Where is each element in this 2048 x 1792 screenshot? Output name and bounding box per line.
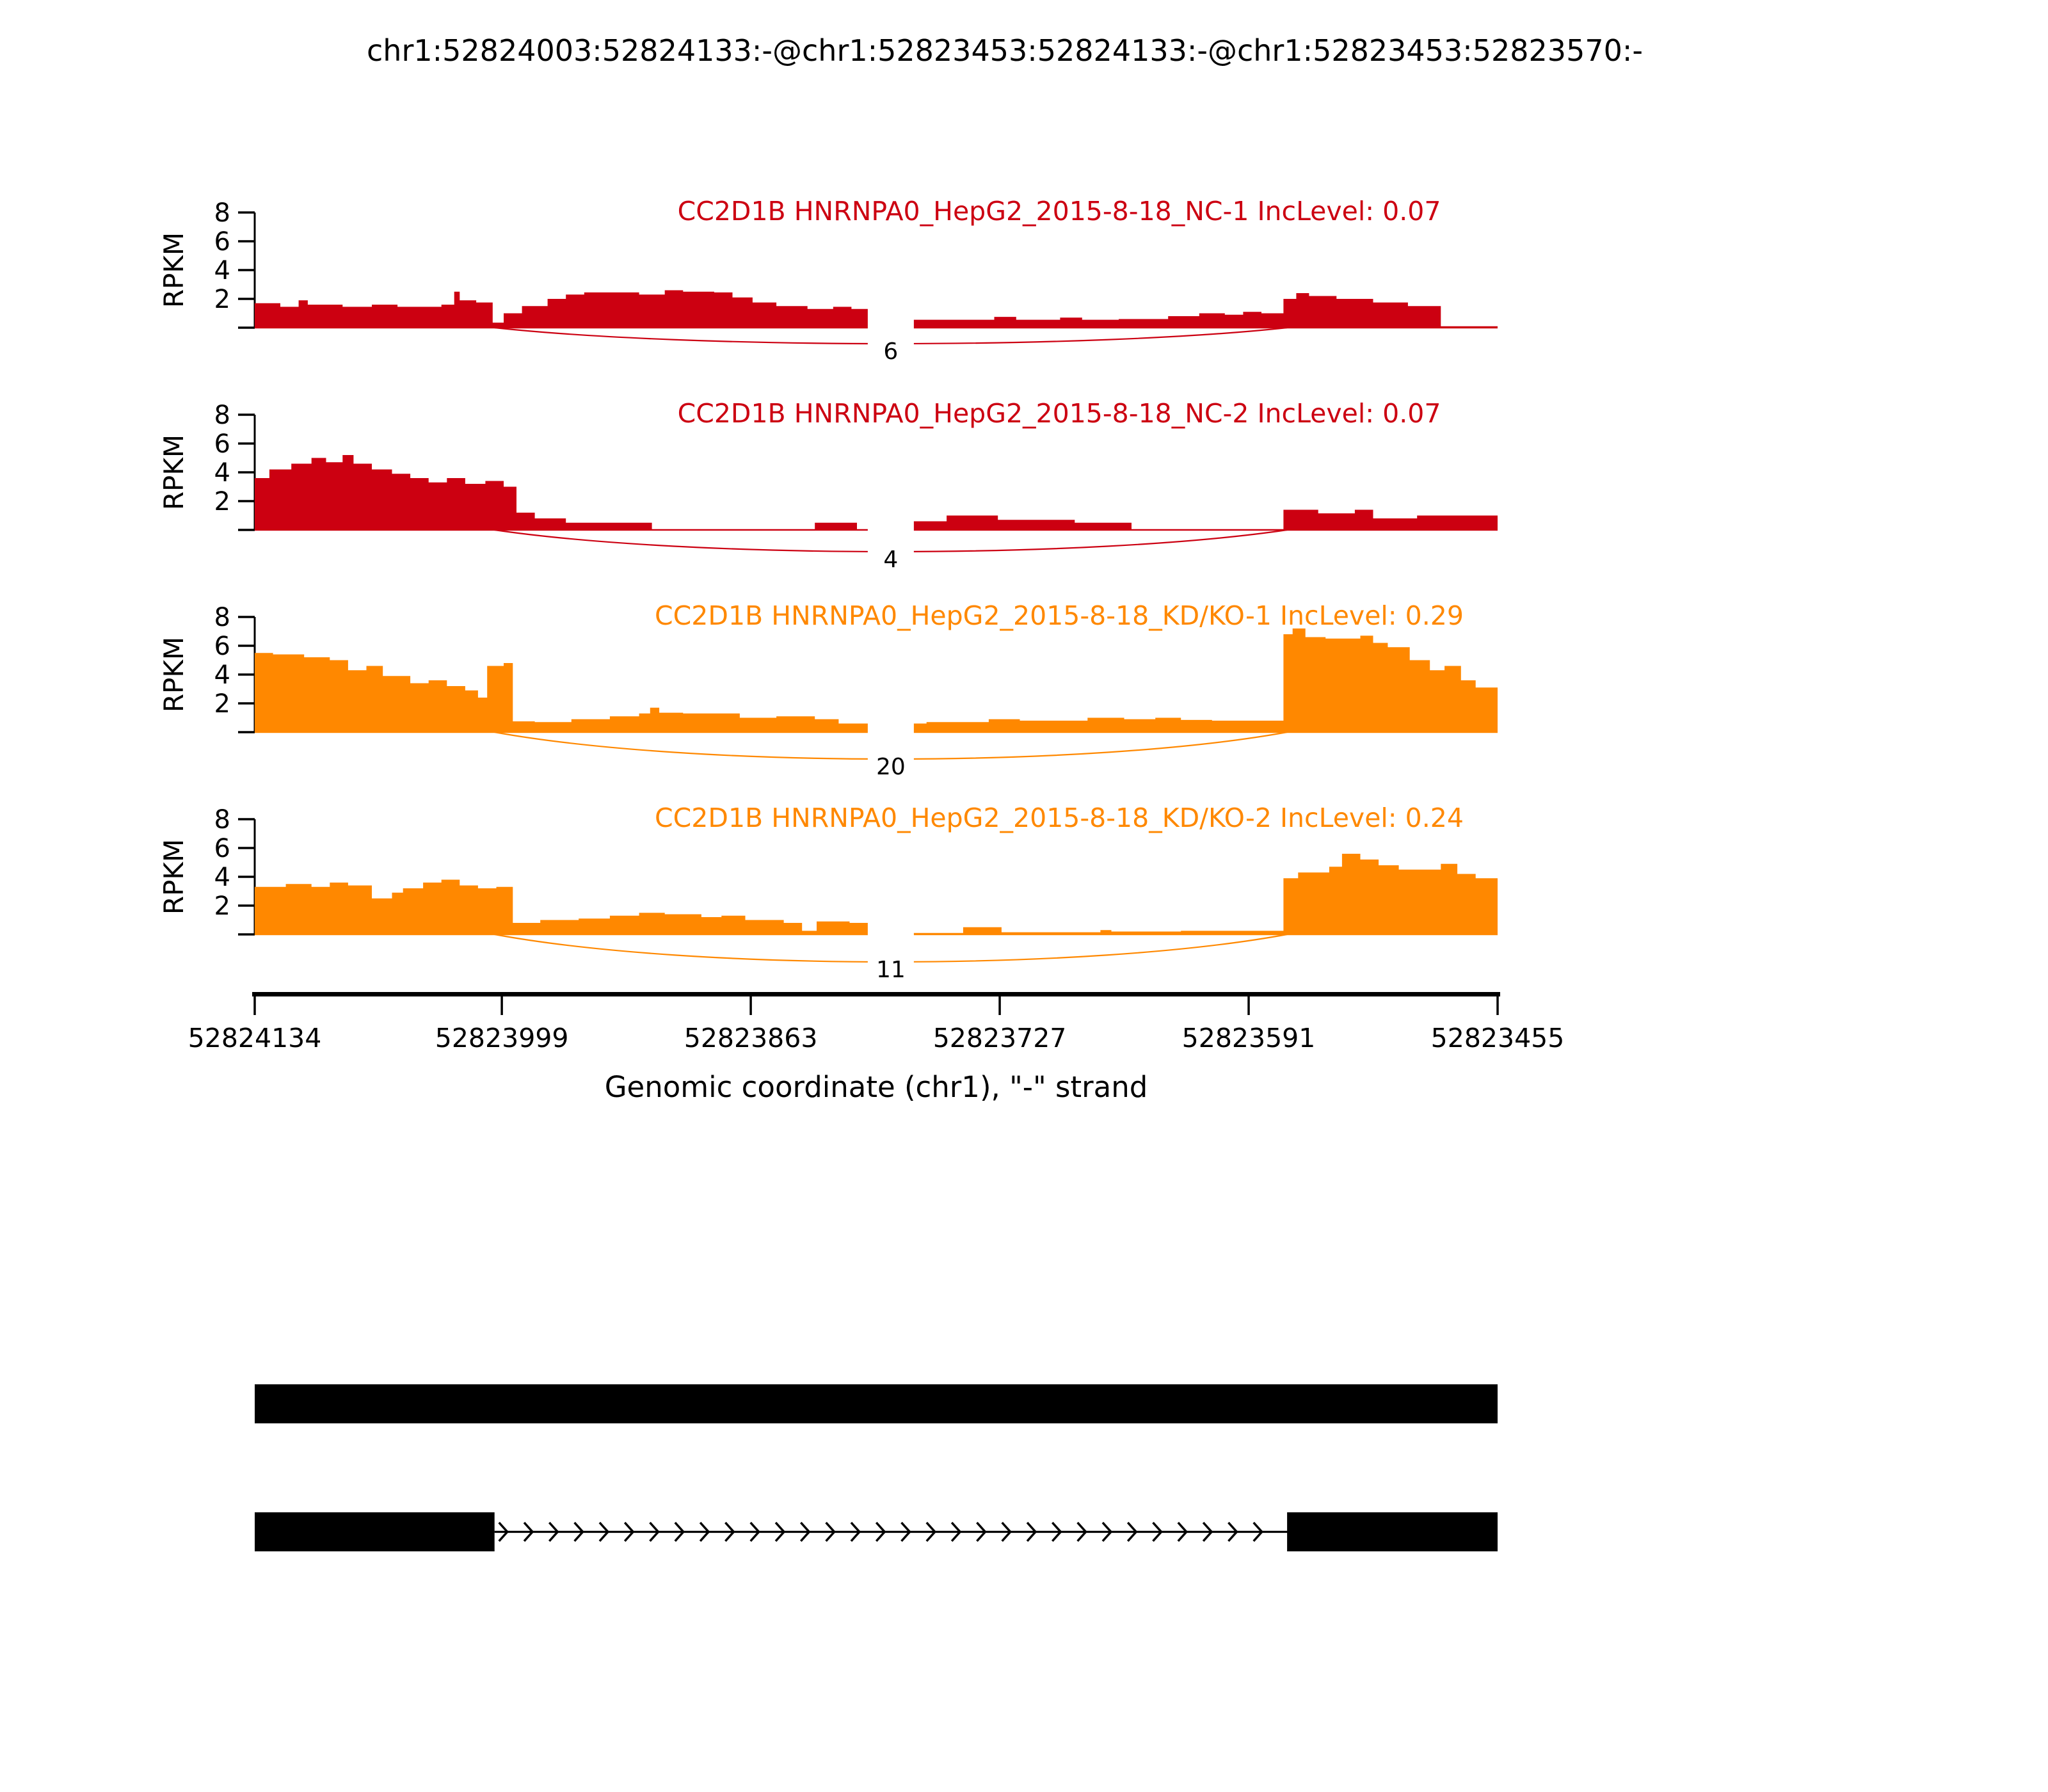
rpkm-axis-label: RPKM bbox=[158, 232, 189, 308]
track-title: CC2D1B HNRNPA0_HepG2_2015-8-18_KD/KO-1 I… bbox=[655, 600, 1464, 631]
intron-arrow-icon bbox=[674, 1521, 685, 1542]
y-tick-label: 2 bbox=[214, 487, 230, 516]
intron-arrow-icon bbox=[523, 1521, 534, 1542]
junction-count-label: 6 bbox=[883, 339, 898, 365]
intron-arrow-icon bbox=[1026, 1521, 1037, 1542]
intron-arrow-icon bbox=[1252, 1521, 1264, 1542]
track-title: CC2D1B HNRNPA0_HepG2_2015-8-18_NC-2 IncL… bbox=[678, 398, 1441, 429]
rpkm-axis-label: RPKM bbox=[158, 435, 189, 510]
intron-arrow-icon bbox=[950, 1521, 962, 1542]
x-tick-label: 52823455 bbox=[1431, 1023, 1565, 1053]
exon-rect bbox=[255, 1512, 495, 1551]
intron-arrow-icon bbox=[1101, 1521, 1113, 1542]
junction-count-label: 4 bbox=[883, 547, 898, 573]
intron-arrow-icon bbox=[1177, 1521, 1188, 1542]
y-tick-label: 4 bbox=[214, 458, 230, 488]
intron-arrow-icon bbox=[799, 1521, 811, 1542]
coverage-area bbox=[255, 455, 1498, 530]
intron-arrow-icon bbox=[1126, 1521, 1138, 1542]
intron-arrow-icon bbox=[749, 1521, 761, 1542]
y-tick-label: 4 bbox=[214, 256, 230, 285]
intron-arrow-icon bbox=[573, 1521, 584, 1542]
exon-rect bbox=[1287, 1512, 1498, 1551]
x-tick-label: 52823727 bbox=[933, 1023, 1067, 1053]
intron-arrow-icon bbox=[1152, 1521, 1163, 1542]
y-tick-label: 4 bbox=[214, 660, 230, 690]
genomic-axis-svg: 52824134 52823999 52823863 52823727 52823591… bbox=[188, 992, 1565, 1104]
y-tick-label: 8 bbox=[214, 401, 230, 430]
intron-arrow-icon bbox=[1001, 1521, 1012, 1542]
x-tick-label: 52824134 bbox=[188, 1023, 322, 1053]
intron-arrow-icon bbox=[724, 1521, 735, 1542]
y-tick-label: 8 bbox=[214, 603, 230, 632]
intron-arrow-icon bbox=[498, 1521, 509, 1542]
y-tick-label: 6 bbox=[214, 429, 230, 459]
coverage-area bbox=[255, 854, 1498, 934]
intron-arrow-icon bbox=[900, 1521, 911, 1542]
intron-arrow-icon bbox=[1051, 1521, 1062, 1542]
intron-arrow-icon bbox=[850, 1521, 861, 1542]
y-tick-label: 4 bbox=[214, 863, 230, 892]
rpkm-axis-label: RPKM bbox=[158, 839, 189, 915]
intron-arrow-icon bbox=[875, 1521, 886, 1542]
junction-count-box bbox=[867, 296, 914, 385]
x-tick-label: 52823999 bbox=[435, 1023, 569, 1053]
junction-count-box bbox=[867, 902, 914, 1004]
y-tick-label: 2 bbox=[214, 892, 230, 921]
intron-arrow-icon bbox=[548, 1521, 559, 1542]
rpkm-axis-label: RPKM bbox=[158, 637, 189, 712]
coverage-area bbox=[255, 628, 1498, 732]
x-axis-line bbox=[252, 992, 1500, 996]
intron-arrow-icon bbox=[649, 1521, 660, 1542]
intron-arrow-icon bbox=[699, 1521, 710, 1542]
y-tick-label: 6 bbox=[214, 834, 230, 863]
junction-count-label: 11 bbox=[876, 957, 906, 983]
intron-arrow-icon bbox=[1202, 1521, 1213, 1542]
junction-count-box bbox=[867, 498, 914, 593]
intron-arrow-icon bbox=[1228, 1521, 1238, 1542]
intron-arrow-icon bbox=[623, 1521, 635, 1542]
y-tick-label: 6 bbox=[214, 632, 230, 661]
junction-count-label: 20 bbox=[876, 754, 906, 780]
x-tick-label: 52823863 bbox=[684, 1023, 818, 1053]
y-tick-label: 6 bbox=[214, 227, 230, 257]
intron-arrow-icon bbox=[1076, 1521, 1087, 1542]
track-title: CC2D1B HNRNPA0_HepG2_2015-8-18_KD/KO-2 I… bbox=[655, 803, 1464, 833]
junction-count-box bbox=[867, 700, 914, 801]
intron-arrow-icon bbox=[925, 1521, 937, 1542]
track-title: CC2D1B HNRNPA0_HepG2_2015-8-18_NC-1 IncL… bbox=[678, 196, 1441, 227]
coverage-area bbox=[255, 290, 1498, 328]
exon-rect bbox=[255, 1384, 1498, 1423]
y-tick-label: 2 bbox=[214, 689, 230, 719]
y-tick-label: 8 bbox=[214, 805, 230, 835]
intron-arrow-icon bbox=[976, 1521, 987, 1542]
gene-model-svg bbox=[255, 1384, 1498, 1551]
y-tick-label: 2 bbox=[214, 285, 230, 314]
intron-arrow-icon bbox=[774, 1521, 786, 1542]
intron-arrow-icon bbox=[825, 1521, 836, 1542]
x-tick-label: 52823591 bbox=[1182, 1023, 1316, 1053]
y-tick-label: 8 bbox=[214, 198, 230, 228]
intron-arrow-icon bbox=[598, 1521, 610, 1542]
x-axis-title: Genomic coordinate (chr1), "-" strand bbox=[605, 1070, 1148, 1104]
plot-title: chr1:52824003:52824133:-@chr1:52823453:5… bbox=[367, 33, 1643, 68]
